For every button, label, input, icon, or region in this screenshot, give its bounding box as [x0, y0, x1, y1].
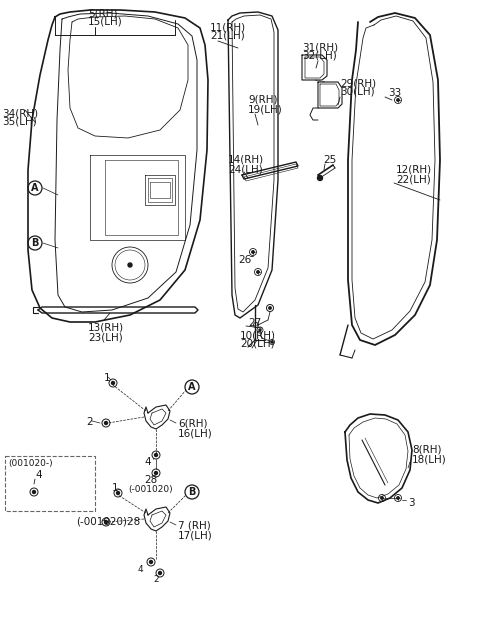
- Text: 2: 2: [86, 417, 93, 427]
- Circle shape: [155, 472, 157, 474]
- Text: 24(LH): 24(LH): [228, 164, 263, 174]
- Circle shape: [259, 329, 261, 331]
- Text: A: A: [31, 183, 39, 193]
- Text: 16(LH): 16(LH): [178, 428, 213, 438]
- Text: 3: 3: [408, 498, 415, 508]
- Text: B: B: [31, 238, 39, 248]
- Text: 9(RH): 9(RH): [248, 95, 277, 105]
- Text: 10(RH): 10(RH): [240, 330, 276, 340]
- Text: 30(LH): 30(LH): [340, 87, 374, 97]
- Circle shape: [105, 421, 108, 425]
- Text: 19(LH): 19(LH): [248, 104, 283, 114]
- Text: 5(RH): 5(RH): [88, 8, 118, 18]
- Circle shape: [252, 251, 254, 253]
- Text: (001020-): (001020-): [8, 459, 53, 468]
- Text: 13(RH): 13(RH): [88, 323, 124, 333]
- Circle shape: [149, 560, 153, 564]
- Text: 22(LH): 22(LH): [396, 174, 431, 184]
- Text: 14(RH): 14(RH): [228, 155, 264, 165]
- Circle shape: [271, 341, 273, 343]
- Text: 27: 27: [248, 318, 261, 328]
- Circle shape: [317, 175, 323, 181]
- Text: B: B: [188, 487, 196, 497]
- Text: 17(LH): 17(LH): [178, 530, 213, 540]
- Bar: [5, 456, 95, 511]
- Circle shape: [397, 497, 399, 499]
- Text: 2: 2: [153, 575, 158, 584]
- Text: 32(LH): 32(LH): [302, 51, 337, 61]
- Text: 21(LH): 21(LH): [210, 31, 245, 41]
- Text: 1: 1: [112, 483, 119, 493]
- Text: 26: 26: [238, 255, 251, 265]
- Text: 8(RH): 8(RH): [412, 445, 442, 455]
- Text: (-001020)28: (-001020)28: [76, 517, 140, 527]
- Text: 23(LH): 23(LH): [88, 332, 123, 342]
- Text: 6(RH): 6(RH): [178, 419, 207, 429]
- Text: 25: 25: [323, 155, 336, 165]
- Circle shape: [111, 382, 115, 384]
- Text: 1: 1: [104, 373, 110, 383]
- Circle shape: [155, 454, 157, 457]
- Circle shape: [158, 572, 161, 574]
- Text: 4: 4: [35, 470, 42, 480]
- Text: 31(RH): 31(RH): [302, 42, 338, 52]
- Text: 4: 4: [144, 457, 151, 467]
- Text: 7 (RH): 7 (RH): [178, 521, 211, 531]
- Text: 15(LH): 15(LH): [88, 17, 123, 27]
- Circle shape: [105, 521, 108, 523]
- Circle shape: [33, 491, 36, 494]
- Text: 28: 28: [144, 475, 157, 485]
- Circle shape: [381, 497, 383, 499]
- Circle shape: [269, 307, 271, 309]
- Text: 33: 33: [388, 88, 401, 98]
- Text: 4: 4: [138, 565, 144, 574]
- Text: 20(LH): 20(LH): [240, 339, 275, 349]
- Text: 11(RH): 11(RH): [210, 22, 246, 32]
- Text: A: A: [188, 382, 196, 392]
- Text: 12(RH): 12(RH): [396, 165, 432, 175]
- Text: 18(LH): 18(LH): [412, 454, 447, 464]
- Circle shape: [128, 263, 132, 267]
- Text: (-001020): (-001020): [128, 485, 173, 494]
- Circle shape: [257, 271, 259, 273]
- Text: 35(LH): 35(LH): [2, 117, 37, 127]
- Text: 29(RH): 29(RH): [340, 78, 376, 88]
- Circle shape: [117, 491, 120, 494]
- Circle shape: [397, 99, 399, 101]
- Text: 34(RH): 34(RH): [2, 108, 38, 118]
